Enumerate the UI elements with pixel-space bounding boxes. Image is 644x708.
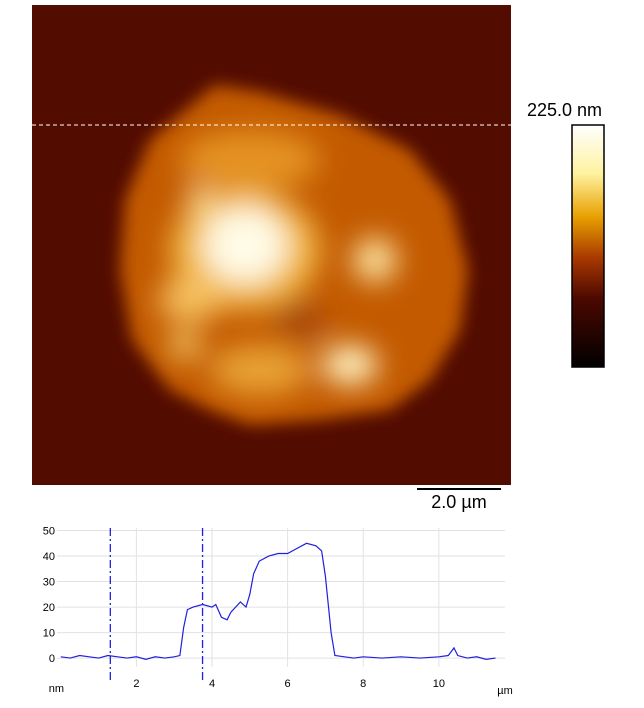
x-tick-label: 4 xyxy=(209,678,215,690)
scale-bar-label: 2.0 µm xyxy=(431,492,486,512)
afm-image xyxy=(32,5,511,485)
x-tick-label: 6 xyxy=(285,678,291,690)
colorbar-label: 225.0 nm xyxy=(527,100,602,120)
profile-line xyxy=(60,542,496,660)
y-tick-label: 30 xyxy=(43,577,55,589)
x-axis-label: µm xyxy=(497,685,513,697)
x-tick-label: 8 xyxy=(360,678,366,690)
y-tick-label: 0 xyxy=(49,653,55,665)
y-axis-label: nm xyxy=(49,683,64,695)
y-tick-label: 40 xyxy=(43,551,55,563)
y-tick-label: 20 xyxy=(43,602,55,614)
profile-chart: 0 10 20 30 40 50 2 4 6 8 10 nm µm xyxy=(43,526,513,697)
y-tick-label: 10 xyxy=(43,628,55,640)
colorbar xyxy=(571,124,605,368)
x-tick-label: 2 xyxy=(133,678,139,690)
y-tick-label: 50 xyxy=(43,526,55,538)
x-tick-label: 10 xyxy=(433,678,445,690)
